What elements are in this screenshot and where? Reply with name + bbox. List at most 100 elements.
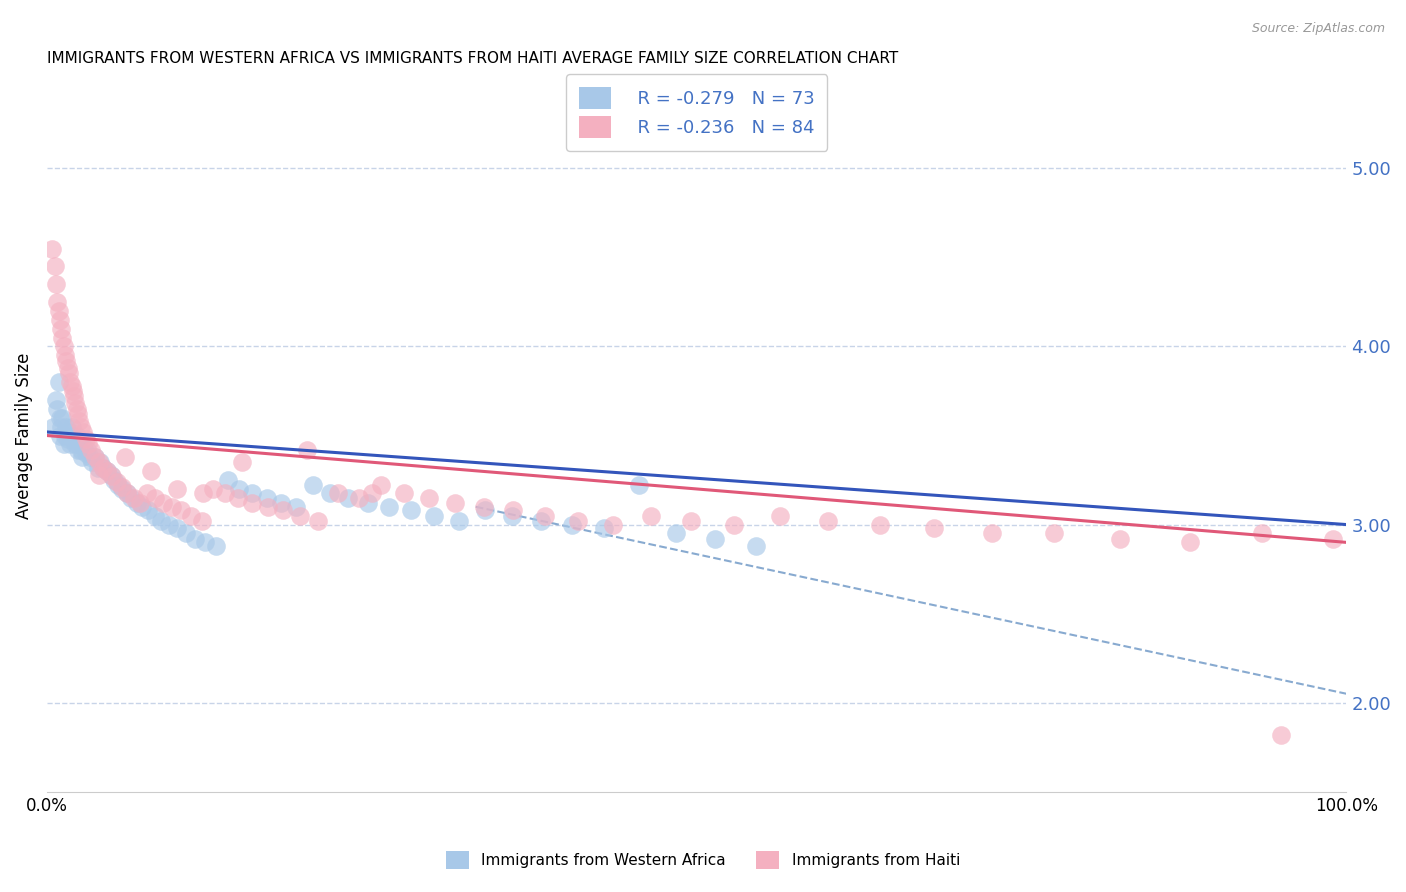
Point — [67, 442, 90, 457]
Point — [270, 496, 292, 510]
Point — [79, 450, 101, 464]
Point — [214, 485, 236, 500]
Point — [869, 517, 891, 532]
Point — [62, 428, 84, 442]
Point — [166, 521, 188, 535]
Point — [46, 401, 69, 416]
Point — [295, 442, 318, 457]
Point — [723, 517, 745, 532]
Point — [370, 478, 392, 492]
Point — [49, 428, 72, 442]
Legend:   R = -0.279   N = 73,   R = -0.236   N = 84: R = -0.279 N = 73, R = -0.236 N = 84 — [567, 74, 827, 151]
Point — [640, 508, 662, 523]
Point — [51, 419, 73, 434]
Point — [58, 425, 80, 439]
Point — [60, 419, 83, 434]
Text: Source: ZipAtlas.com: Source: ZipAtlas.com — [1251, 22, 1385, 36]
Point — [69, 442, 91, 457]
Point — [143, 491, 166, 505]
Point — [44, 260, 66, 274]
Point — [107, 478, 129, 492]
Point — [190, 514, 212, 528]
Point — [273, 503, 295, 517]
Point — [51, 330, 73, 344]
Point — [681, 514, 703, 528]
Point — [91, 460, 114, 475]
Point — [502, 503, 524, 517]
Text: IMMIGRANTS FROM WESTERN AFRICA VS IMMIGRANTS FROM HAITI AVERAGE FAMILY SIZE CORR: IMMIGRANTS FROM WESTERN AFRICA VS IMMIGR… — [46, 51, 898, 66]
Point — [302, 478, 325, 492]
Point — [59, 375, 82, 389]
Point — [474, 503, 496, 517]
Point — [447, 514, 470, 528]
Point — [980, 526, 1002, 541]
Point — [444, 496, 467, 510]
Point — [665, 526, 688, 541]
Point — [55, 353, 77, 368]
Point — [69, 419, 91, 434]
Point — [65, 396, 87, 410]
Point — [228, 482, 250, 496]
Point — [593, 521, 616, 535]
Point — [174, 526, 197, 541]
Point — [51, 321, 73, 335]
Point — [125, 496, 148, 510]
Point — [347, 491, 370, 505]
Point — [150, 514, 173, 528]
Point — [205, 539, 228, 553]
Point — [1322, 532, 1344, 546]
Point — [139, 464, 162, 478]
Point — [170, 503, 193, 517]
Point — [87, 467, 110, 482]
Point — [136, 485, 159, 500]
Point — [49, 410, 72, 425]
Point — [240, 496, 263, 510]
Point — [184, 532, 207, 546]
Point — [394, 485, 416, 500]
Point — [166, 482, 188, 496]
Point — [111, 482, 134, 496]
Point — [60, 378, 83, 392]
Point — [86, 460, 108, 475]
Point — [117, 485, 139, 500]
Point — [191, 485, 214, 500]
Point — [84, 450, 107, 464]
Point — [357, 496, 380, 510]
Point — [226, 491, 249, 505]
Point — [533, 508, 555, 523]
Point — [45, 277, 67, 292]
Point — [49, 312, 72, 326]
Point — [1270, 728, 1292, 742]
Point — [66, 401, 89, 416]
Point — [628, 478, 651, 492]
Point — [96, 464, 118, 478]
Point — [285, 500, 308, 514]
Point — [70, 450, 93, 464]
Point — [602, 517, 624, 532]
Point — [256, 491, 278, 505]
Point — [472, 500, 495, 514]
Point — [136, 503, 159, 517]
Point — [290, 508, 312, 523]
Point — [129, 496, 152, 510]
Point — [41, 242, 63, 256]
Point — [769, 508, 792, 523]
Point — [52, 339, 75, 353]
Point — [256, 500, 278, 514]
Point — [42, 419, 65, 434]
Point — [53, 428, 76, 442]
Point — [89, 455, 111, 469]
Point — [75, 446, 97, 460]
Point — [152, 496, 174, 510]
Point — [418, 491, 440, 505]
Point — [217, 473, 239, 487]
Point — [100, 467, 122, 482]
Point — [745, 539, 768, 553]
Point — [924, 521, 946, 535]
Point — [48, 375, 70, 389]
Point — [62, 384, 84, 398]
Point — [202, 482, 225, 496]
Point — [59, 437, 82, 451]
Point — [58, 366, 80, 380]
Point — [63, 432, 86, 446]
